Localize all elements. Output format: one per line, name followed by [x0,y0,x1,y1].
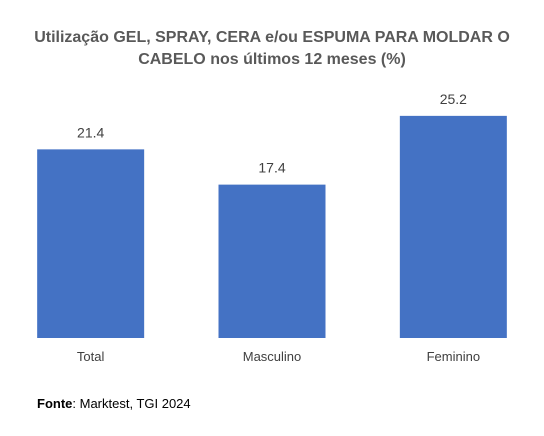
bar-feminino [399,115,507,338]
category-label-total: Total [77,349,105,364]
chart-title: Utilização GEL, SPRAY, CERA e/ou ESPUMA … [0,27,544,71]
source-note: Fonte: Marktest, TGI 2024 [37,396,191,411]
category-label-feminino: Feminino [427,349,480,364]
source-text: : Marktest, TGI 2024 [72,396,191,411]
value-label-feminino: 25.2 [440,91,467,107]
bar-total [37,149,145,338]
bar-masculino [218,184,326,338]
value-label-masculino: 17.4 [258,160,285,176]
category-label-masculino: Masculino [243,349,302,364]
source-label: Fonte [37,396,73,411]
chart-title-line-2: CABELO nos últimos 12 meses (%) [138,51,406,68]
chart-title-line-1: Utilização GEL, SPRAY, CERA e/ou ESPUMA … [34,29,510,46]
value-label-total: 21.4 [77,124,104,140]
